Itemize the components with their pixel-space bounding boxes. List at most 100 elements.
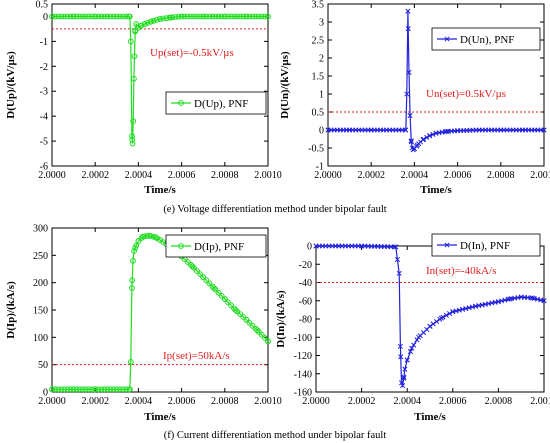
data-point: [139, 233, 146, 240]
data-point: [212, 13, 219, 20]
data-point: [76, 13, 83, 20]
data-point: [52, 386, 58, 393]
caption-f: (f) Current differentiation method under…: [164, 430, 387, 441]
data-point: [394, 256, 400, 263]
data-point: [231, 13, 238, 20]
data-point: [123, 13, 129, 20]
y-tick-label: 2: [319, 54, 324, 65]
x-tick-label: 2.0010: [530, 396, 550, 407]
legend-box: [431, 27, 541, 51]
data-point: [197, 13, 204, 20]
data-point: [110, 13, 117, 20]
data-point: [181, 13, 188, 20]
data-point: [127, 38, 134, 45]
data-point: [194, 268, 200, 274]
caption-e: (e) Voltage differentiation method under…: [163, 204, 386, 215]
x-tick-label: 2.0004: [393, 396, 421, 407]
data-point: [95, 13, 102, 20]
data-point: [416, 141, 422, 147]
data-point: [209, 13, 216, 20]
data-point: [129, 133, 135, 140]
data-point: [132, 28, 139, 35]
data-point: [416, 334, 422, 340]
data-point: [444, 242, 450, 248]
data-point: [167, 14, 174, 21]
data-point: [83, 386, 89, 393]
data-point: [61, 386, 68, 393]
data-point: [446, 310, 453, 317]
data-point: [336, 243, 342, 249]
data-point: [215, 289, 222, 296]
data-point: [495, 299, 501, 305]
y-tick-label: -2: [40, 62, 48, 73]
legend: D(Up), PNF: [165, 91, 267, 115]
data-point: [138, 235, 145, 241]
y-tick-label: -60: [299, 296, 312, 307]
y-tick-label: -20: [299, 260, 312, 271]
data-point: [86, 386, 92, 393]
y-tick-label: -3: [40, 87, 48, 98]
data-point: [197, 271, 204, 278]
x-tick-label: 2.0010: [254, 170, 282, 181]
data-point: [203, 13, 210, 20]
chart-c1: 2.0000 2.0002 2.0004 2.0006 2.0008 2.0010 0.50…: [5, 0, 282, 196]
x-tick-label: 2.0002: [81, 396, 109, 407]
data-point: [225, 13, 231, 20]
data-point: [101, 386, 108, 393]
data-point: [55, 386, 62, 393]
y-tick-label: 100: [33, 333, 48, 344]
legend-label: D(In), PNF: [460, 240, 510, 252]
data-point: [178, 243, 184, 249]
data-point: [80, 386, 86, 393]
legend: D(Un), PNF: [431, 27, 541, 51]
data-point: [541, 127, 547, 133]
data-point: [92, 13, 99, 20]
data-point: [246, 319, 253, 326]
data-point: [92, 386, 99, 393]
data-point: [200, 13, 207, 20]
data-point: [404, 357, 410, 363]
data-point: [120, 386, 126, 393]
x-tick-label: 2.0006: [168, 170, 196, 181]
data-point: [255, 328, 262, 335]
legend: D(Ip), PNF: [165, 234, 267, 258]
y-tick-label: 3.5: [312, 0, 325, 11]
data-point: [126, 386, 133, 393]
legend-box: [431, 233, 541, 257]
legend-box: [165, 234, 267, 258]
legend-label: D(Un), PNF: [460, 34, 514, 46]
y-tick-label: -120: [294, 351, 312, 362]
data-point: [403, 127, 409, 133]
data-point: [70, 13, 77, 20]
data-point: [184, 259, 191, 265]
y-tick-label: -100: [294, 333, 312, 344]
data-point: [401, 374, 407, 380]
data-point: [507, 296, 513, 302]
x-axis-label: Time/s: [144, 184, 176, 196]
data-point: [218, 293, 225, 299]
data-point: [243, 13, 250, 20]
y-axis-label: D(Up)/(kV/µs): [5, 51, 17, 119]
data-point: [129, 136, 136, 143]
data-point: [129, 277, 136, 284]
data-point: [228, 13, 234, 20]
data-point: [396, 270, 402, 276]
data-point: [107, 386, 114, 393]
data-point: [144, 20, 151, 26]
data-point: [61, 13, 68, 20]
data-point: [262, 335, 268, 341]
y-tick-label: 3: [319, 18, 324, 29]
x-tick-label: 2.0002: [81, 170, 109, 181]
data-point: [400, 383, 406, 389]
x-tick-label: 2.0010: [254, 396, 282, 407]
data-point: [131, 248, 138, 254]
x-tick-label: 2.0008: [485, 396, 513, 407]
data-point: [129, 140, 136, 147]
data-point: [188, 13, 194, 20]
data-point: [444, 128, 450, 134]
data-point: [129, 285, 135, 292]
x-tick-label: 2.0004: [401, 170, 429, 181]
data-point: [433, 319, 440, 325]
data-point: [189, 263, 196, 270]
